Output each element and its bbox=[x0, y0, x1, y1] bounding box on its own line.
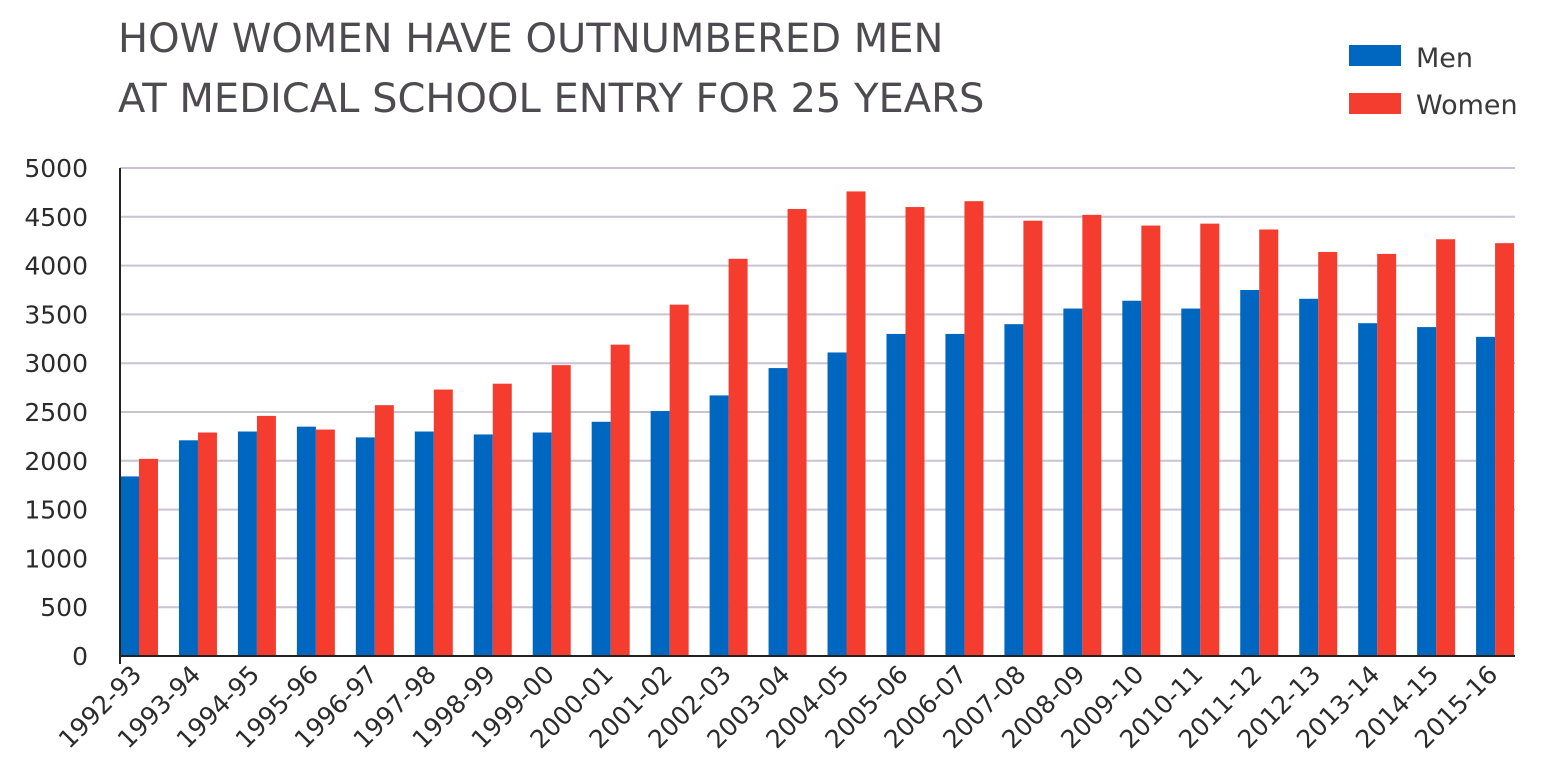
bar-men-1995-96 bbox=[296, 426, 316, 656]
bar-women-2013-14 bbox=[1377, 253, 1397, 656]
bar-women-2009-10 bbox=[1141, 225, 1161, 657]
bar-women-2005-06 bbox=[905, 207, 925, 657]
bar-women-1997-98 bbox=[433, 389, 453, 656]
bar-men-2011-12 bbox=[1240, 290, 1260, 656]
bar-women-2008-09 bbox=[1082, 214, 1102, 656]
bar-women-2001-02 bbox=[669, 304, 689, 656]
legend-label-women: Women bbox=[1416, 90, 1518, 121]
y-tick-label: 500 bbox=[40, 593, 88, 622]
bar-women-1992-93 bbox=[139, 458, 158, 656]
chart-title-line-1: HOW WOMEN HAVE OUTNUMBERED MEN bbox=[118, 16, 943, 62]
y-tick-label: 4000 bbox=[24, 252, 88, 281]
bar-women-1993-94 bbox=[197, 432, 217, 656]
bar-men-2009-10 bbox=[1122, 300, 1142, 656]
bar-men-1992-93 bbox=[120, 476, 139, 656]
bar-women-2007-08 bbox=[1023, 220, 1043, 657]
bar-men-1998-99 bbox=[473, 434, 493, 656]
y-tick-label: 2500 bbox=[24, 398, 88, 427]
bar-women-2014-15 bbox=[1436, 239, 1456, 657]
bar-men-2012-13 bbox=[1299, 298, 1319, 656]
y-tick-label: 2000 bbox=[24, 447, 88, 476]
bar-men-1994-95 bbox=[237, 431, 257, 656]
bar-men-2008-09 bbox=[1063, 308, 1083, 656]
bar-men-2000-01 bbox=[591, 421, 611, 656]
bar-women-1995-96 bbox=[315, 429, 335, 656]
chart-title-line-2: AT MEDICAL SCHOOL ENTRY FOR 25 YEARS bbox=[118, 76, 984, 122]
legend-swatch-women bbox=[1349, 93, 1401, 114]
bar-men-2003-04 bbox=[768, 368, 788, 656]
bar-men-2004-05 bbox=[827, 352, 847, 656]
bar-women-1998-99 bbox=[492, 383, 512, 656]
bar-men-1999-00 bbox=[532, 432, 552, 656]
bar-women-2004-05 bbox=[846, 191, 866, 656]
bar-women-2002-03 bbox=[728, 258, 748, 656]
bar-women-2015-16 bbox=[1495, 243, 1515, 657]
bar-men-1993-94 bbox=[178, 440, 198, 656]
y-tick-label: 5000 bbox=[24, 154, 88, 183]
bar-men-2006-07 bbox=[945, 333, 965, 656]
bar-men-2014-15 bbox=[1417, 327, 1437, 656]
y-tick-label: 3000 bbox=[24, 349, 88, 378]
bar-women-2011-12 bbox=[1259, 229, 1279, 656]
bar-women-1994-95 bbox=[256, 415, 276, 656]
bar-men-1996-97 bbox=[355, 437, 375, 656]
bar-women-2000-01 bbox=[610, 344, 630, 656]
y-tick-label: 1000 bbox=[24, 544, 88, 573]
y-tick-label: 4500 bbox=[24, 203, 88, 232]
bar-men-2001-02 bbox=[650, 411, 670, 656]
legend-swatch-men bbox=[1349, 45, 1401, 66]
bar-men-2002-03 bbox=[709, 395, 729, 656]
y-tick-label: 0 bbox=[72, 642, 88, 671]
bar-men-2013-14 bbox=[1358, 323, 1378, 656]
bar-women-2003-04 bbox=[787, 208, 807, 656]
y-tick-label: 3500 bbox=[24, 300, 88, 329]
y-tick-label: 1500 bbox=[24, 496, 88, 525]
bar-men-2007-08 bbox=[1004, 324, 1024, 656]
bar-men-1997-98 bbox=[414, 431, 434, 656]
legend-label-men: Men bbox=[1416, 43, 1473, 74]
bar-men-2015-16 bbox=[1476, 336, 1496, 656]
bar-women-2006-07 bbox=[964, 201, 984, 656]
bar-men-2005-06 bbox=[886, 333, 906, 656]
bar-women-2010-11 bbox=[1200, 223, 1220, 656]
legend: Men Women bbox=[1349, 43, 1518, 121]
bar-women-1996-97 bbox=[374, 405, 394, 656]
bar-men-2010-11 bbox=[1181, 308, 1201, 656]
bar-women-1999-00 bbox=[551, 365, 571, 656]
bar-women-2012-13 bbox=[1318, 251, 1338, 656]
